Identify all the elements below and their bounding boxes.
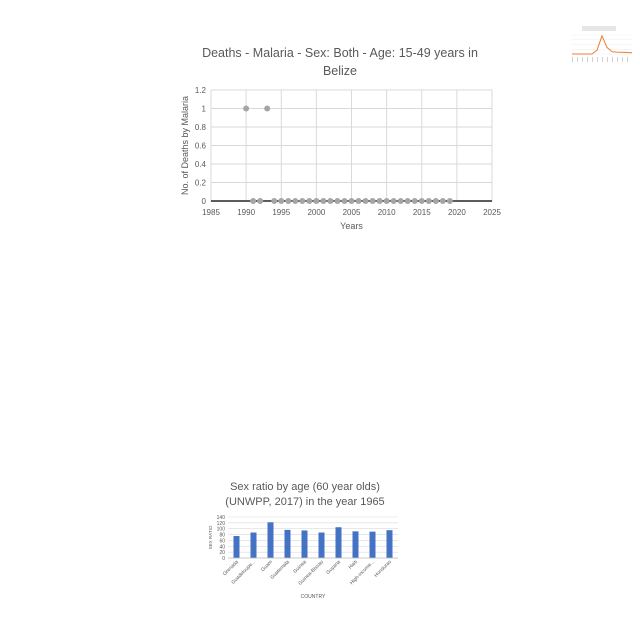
- thumbnail-plot: [562, 24, 634, 70]
- data-point: [243, 105, 250, 112]
- x-tick-label: Honduras: [373, 559, 393, 579]
- data-point: [439, 198, 446, 204]
- bar: [250, 532, 257, 558]
- data-point: [432, 198, 439, 204]
- x-tick-label: 2020: [448, 208, 466, 217]
- y-tick-label: 40: [219, 544, 225, 550]
- x-tick-label: 2000: [307, 208, 325, 217]
- data-point: [362, 198, 369, 204]
- x-tick-label: 1985: [202, 208, 220, 217]
- data-point: [369, 198, 376, 204]
- y-tick-label: 1.2: [195, 86, 207, 95]
- y-axis-title: SEX RATIO: [208, 525, 213, 549]
- data-point: [404, 198, 411, 204]
- data-point: [306, 198, 313, 204]
- data-point: [271, 198, 278, 204]
- y-tick-label: 0: [202, 197, 207, 206]
- chart-title-line1: Sex ratio by age (60 year olds): [230, 481, 380, 493]
- x-axis-title: Years: [340, 221, 363, 231]
- bar: [352, 531, 359, 558]
- sex-ratio-chart: Sex ratio by age (60 year olds) (UNWPP, …: [200, 478, 410, 608]
- data-point: [383, 198, 390, 204]
- data-point: [278, 198, 285, 204]
- x-tick-label: 2005: [343, 208, 361, 217]
- data-point: [425, 198, 432, 204]
- x-tick-label: Guyana: [325, 559, 342, 576]
- x-tick-label: Guam: [260, 559, 274, 573]
- chart-title: Sex ratio by age (60 year olds) (UNWPP, …: [200, 480, 410, 510]
- malaria-plot-area: 0 0.2 0.4 0.6 0.8 1 1.2 1985 1990 1995 2000 2005 201…: [180, 86, 501, 231]
- thumbnail-series-line: [572, 34, 633, 55]
- bar: [369, 531, 376, 558]
- x-tick-label: 2010: [378, 208, 396, 217]
- data-point: [348, 198, 355, 204]
- y-tick-label: 60: [219, 538, 225, 544]
- thumbnail-tick-placeholder: [597, 57, 598, 62]
- thumbnail-tick-placeholder: [572, 57, 573, 62]
- thumbnail-tick-placeholder: [617, 57, 618, 62]
- thumbnail-tick-placeholder: [622, 57, 623, 62]
- thumbnail-tick-placeholder: [587, 57, 588, 62]
- thumbnail-tick-placeholder: [627, 57, 628, 62]
- bar: [335, 527, 342, 558]
- chart-title-line1: Deaths - Malaria - Sex: Both - Age: 15-4…: [202, 46, 478, 60]
- data-point: [264, 105, 271, 112]
- data-point: [250, 198, 257, 204]
- y-tick-label: 0.4: [195, 160, 207, 169]
- data-point: [292, 198, 299, 204]
- thumbnail-tick-placeholder: [612, 57, 613, 62]
- bar: [318, 532, 325, 558]
- x-tick-label: 1990: [237, 208, 255, 217]
- thumbnail-tick-placeholder: [592, 57, 593, 62]
- data-point: [320, 198, 327, 204]
- thumbnail-tick-placeholder: [607, 57, 608, 62]
- y-tick-label: 0.8: [195, 123, 207, 132]
- x-tick-label: 2025: [483, 208, 501, 217]
- bar: [386, 530, 393, 558]
- data-point: [397, 198, 404, 204]
- y-tick-label: 140: [217, 515, 226, 521]
- bar: [233, 536, 240, 558]
- y-tick-label: 80: [219, 533, 225, 539]
- data-point: [257, 198, 264, 204]
- data-point: [285, 198, 292, 204]
- thumbnail-tick-placeholder: [602, 57, 603, 62]
- x-axis-title: COUNTRY: [301, 594, 326, 600]
- bar: [301, 530, 308, 558]
- x-tick-label: 2015: [413, 208, 431, 217]
- data-point: [411, 198, 418, 204]
- y-tick-label: 20: [219, 550, 225, 556]
- y-tick-label: 0: [222, 556, 225, 562]
- data-point: [376, 198, 383, 204]
- malaria-deaths-chart: Deaths - Malaria - Sex: Both - Age: 15-4…: [170, 40, 510, 240]
- thumbnail-tick-placeholder: [577, 57, 578, 62]
- data-point: [390, 198, 397, 204]
- data-point: [418, 198, 425, 204]
- y-tick-label: 1: [202, 105, 207, 114]
- data-point: [334, 198, 341, 204]
- y-tick-label: 120: [217, 521, 226, 527]
- x-tick-label: 1995: [272, 208, 290, 217]
- data-point: [341, 198, 348, 204]
- bar: [284, 529, 291, 558]
- data-point: [355, 198, 362, 204]
- chart-title-line2: Belize: [322, 64, 358, 78]
- chart-title: Deaths - Malaria - Sex: Both - Age: 15-4…: [170, 44, 510, 80]
- thumbnail-chart: [562, 24, 634, 70]
- chart-title-line2: (UNWPP, 2017) in the year 1965: [225, 496, 385, 508]
- y-tick-label: 0.6: [195, 142, 207, 151]
- data-point: [313, 198, 320, 204]
- data-point: [327, 198, 334, 204]
- y-tick-label: 100: [217, 527, 226, 533]
- x-tick-label: Guinea: [292, 559, 308, 575]
- y-axis-title: No. of Deaths by Malaria: [180, 96, 190, 195]
- thumbnail-title-placeholder: [582, 26, 616, 31]
- thumbnail-tick-placeholder: [582, 57, 583, 62]
- data-point: [446, 198, 453, 204]
- x-tick-label: Haiti: [348, 559, 359, 570]
- data-point: [299, 198, 306, 204]
- bar: [267, 522, 274, 558]
- y-tick-label: 0.2: [195, 179, 207, 188]
